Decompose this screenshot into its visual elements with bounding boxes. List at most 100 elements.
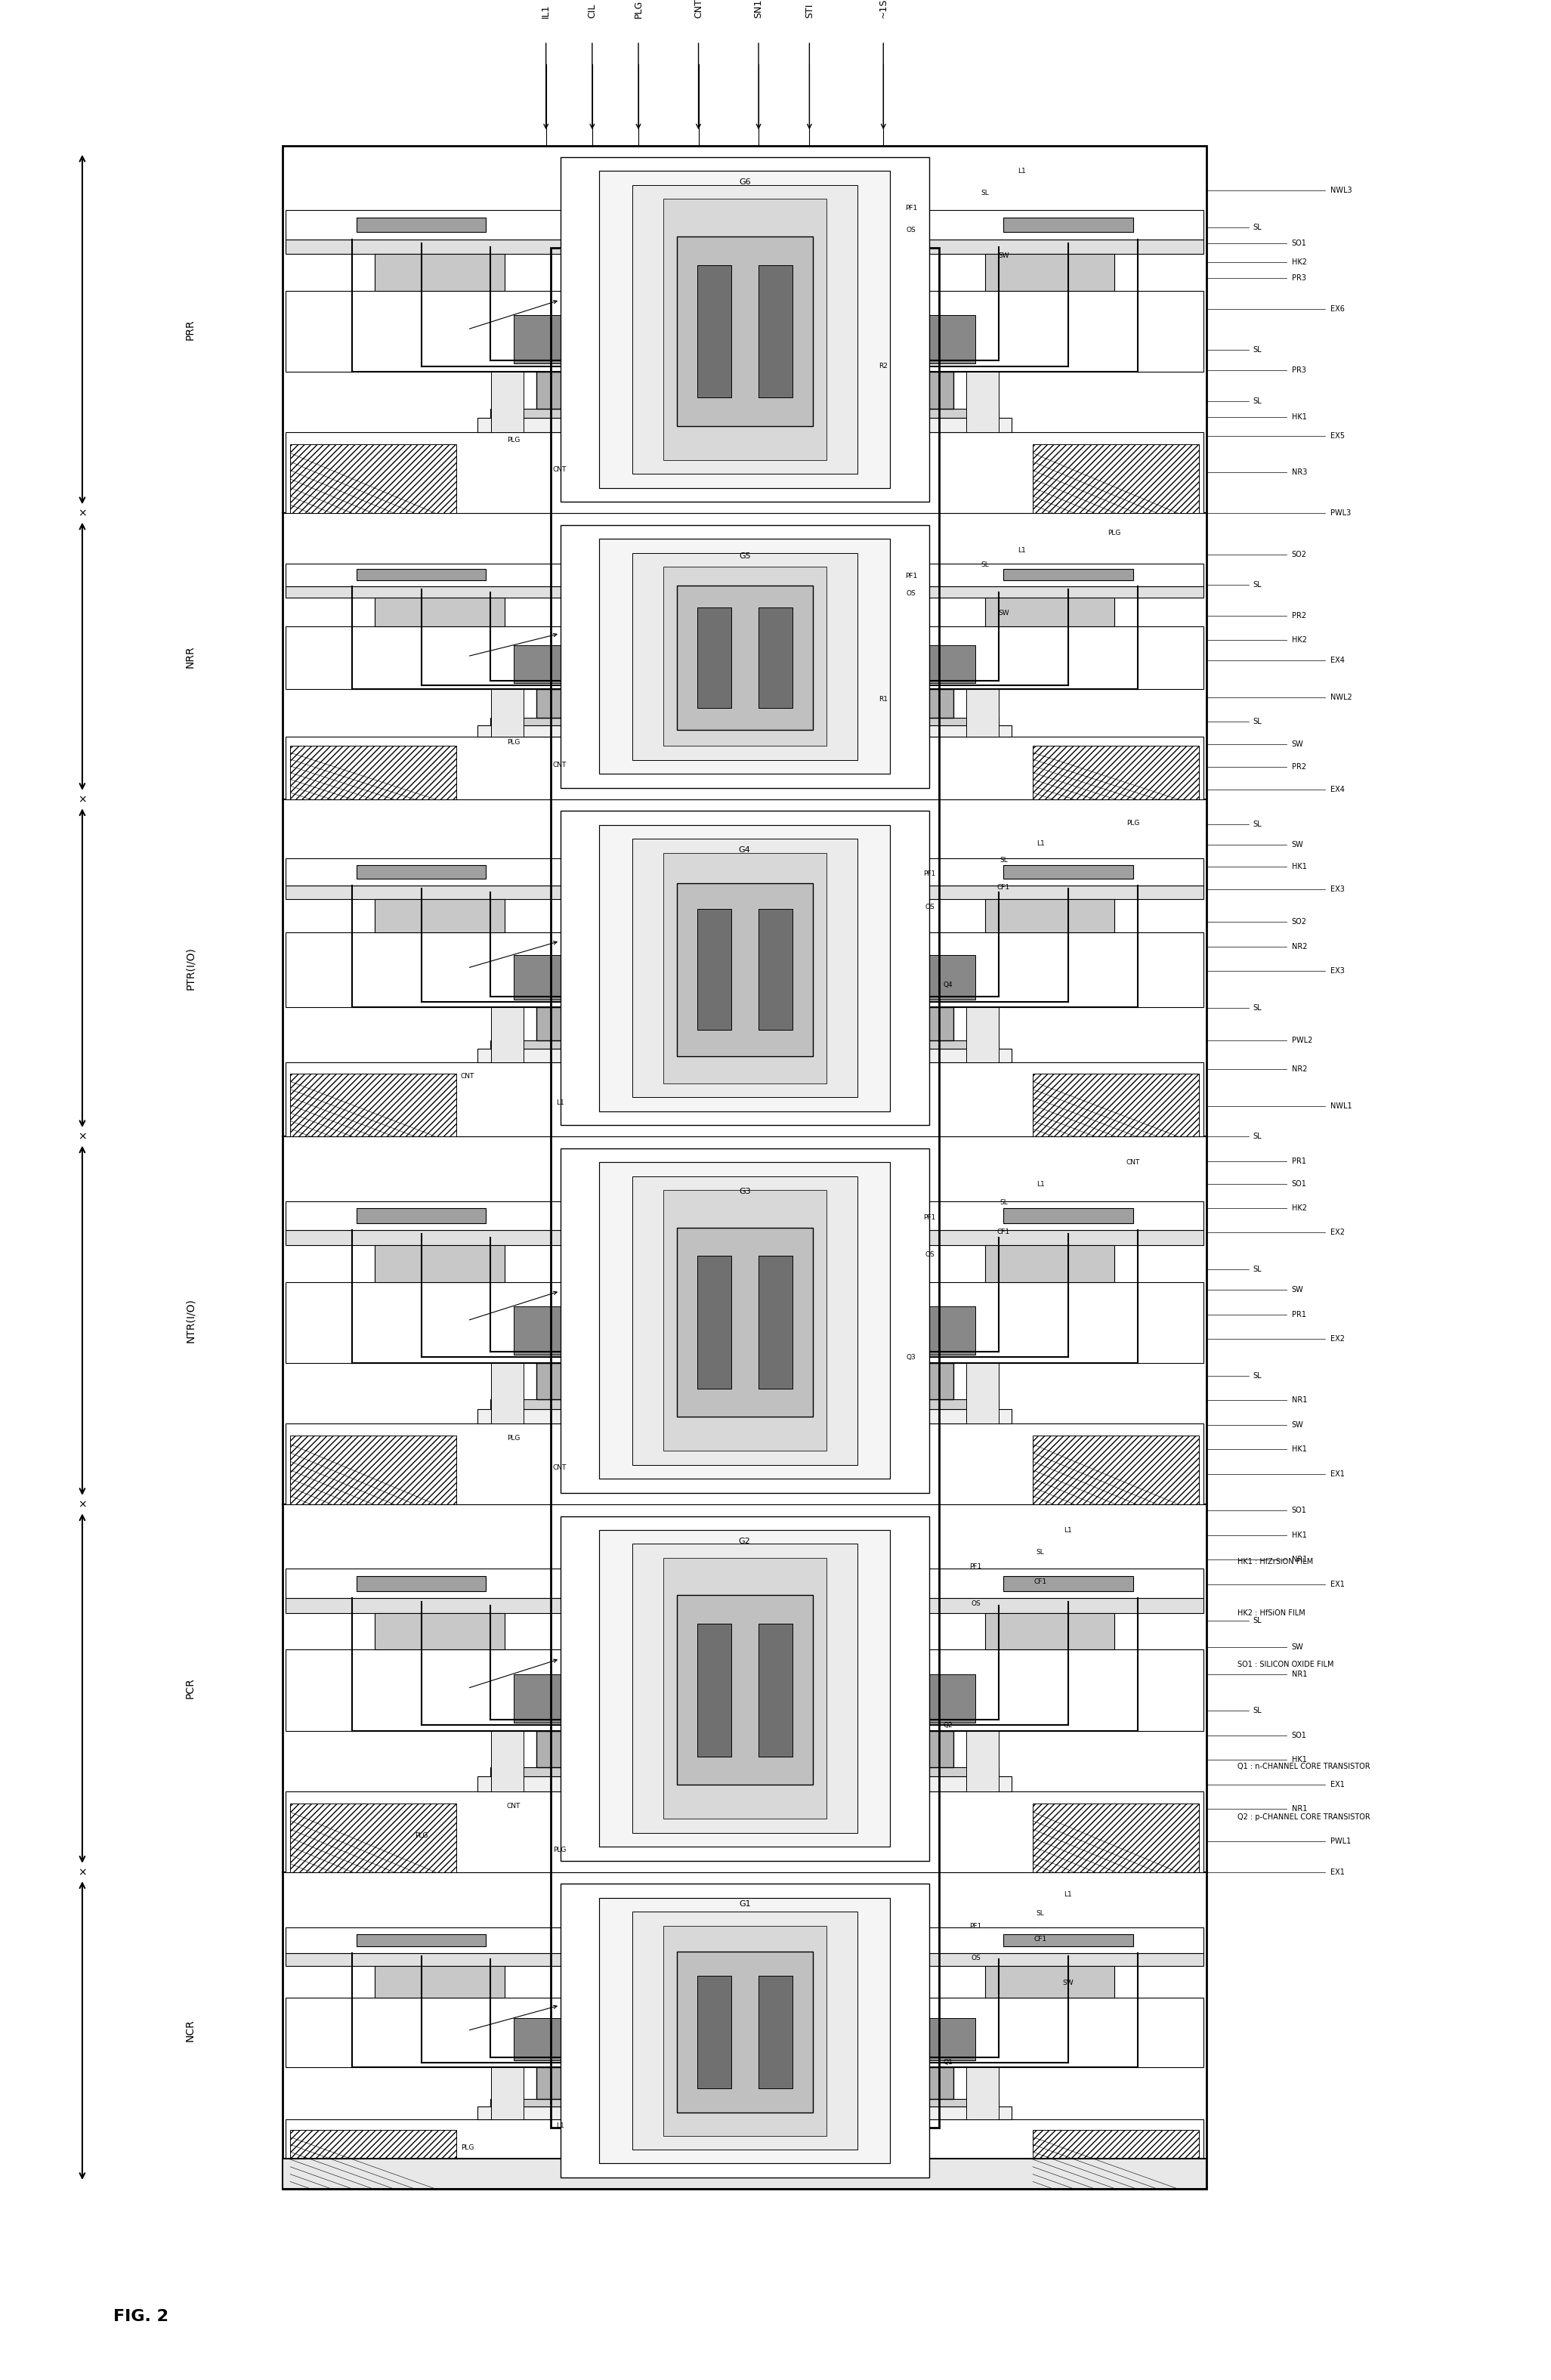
Text: PF1: PF1 [904, 574, 917, 581]
Bar [513, 1307, 589, 1354]
Bar [357, 569, 485, 581]
Text: SL: SL [980, 562, 990, 569]
Text: L1: L1 [1064, 1892, 1072, 1897]
Bar [1003, 569, 1132, 581]
Text: NCR: NCR [185, 2018, 195, 2042]
Bar [478, 1050, 1011, 1061]
Bar [375, 1245, 504, 1283]
Bar [357, 1209, 485, 1223]
Bar [900, 954, 976, 1000]
Bar [599, 1897, 890, 2163]
Bar [1033, 2130, 1199, 2190]
Bar [985, 597, 1115, 626]
Bar [758, 607, 793, 709]
Bar [282, 145, 1207, 2190]
Text: ×: × [78, 1866, 87, 1878]
Bar [707, 314, 782, 364]
Text: PR3: PR3 [1292, 274, 1306, 283]
Text: EX3: EX3 [1331, 966, 1345, 976]
Bar [285, 2118, 1204, 2190]
Text: EX2: EX2 [1331, 1228, 1345, 1238]
Bar [285, 859, 1204, 885]
Text: SW: SW [997, 609, 1010, 616]
Bar [490, 1399, 999, 1409]
Text: SL: SL [1253, 821, 1263, 828]
Text: NTR(I/O): NTR(I/O) [185, 1297, 195, 1342]
Bar [357, 1576, 485, 1590]
Text: R1: R1 [879, 695, 887, 702]
Bar [492, 1364, 523, 1423]
Bar [966, 1007, 999, 1061]
Text: NR2: NR2 [1292, 942, 1307, 950]
Text: L1: L1 [1017, 169, 1027, 174]
Text: OS: OS [906, 226, 917, 233]
Text: OS: OS [924, 904, 934, 912]
Bar [551, 248, 938, 2128]
Text: FIG. 2: FIG. 2 [113, 2309, 168, 2325]
Bar [560, 1516, 929, 1861]
Bar [707, 645, 782, 683]
Text: PLG: PLG [461, 2144, 475, 2152]
Text: SW: SW [1292, 1421, 1303, 1428]
Bar [758, 264, 793, 397]
Bar [290, 745, 456, 800]
Text: PLG: PLG [1107, 531, 1121, 538]
Text: SL: SL [1036, 1549, 1044, 1557]
Text: EX5: EX5 [1331, 431, 1345, 440]
Text: PLG: PLG [633, 0, 644, 17]
Bar [285, 885, 1204, 900]
Bar [285, 1928, 1204, 1954]
Bar [633, 1545, 858, 1833]
Bar [478, 419, 1011, 433]
Text: PF1: PF1 [969, 1564, 982, 1571]
Text: PCR: PCR [185, 1678, 195, 1699]
Bar [664, 852, 827, 1083]
Bar [290, 445, 456, 514]
Bar [285, 290, 1204, 371]
Text: EX3: EX3 [1331, 885, 1345, 892]
Bar [1033, 1073, 1199, 1138]
Text: G1: G1 [738, 1899, 751, 1909]
Bar [375, 255, 504, 290]
Text: NWL2: NWL2 [1331, 693, 1352, 702]
Text: NWL3: NWL3 [1331, 186, 1352, 195]
Bar [758, 1975, 793, 2090]
Text: PLG: PLG [1126, 819, 1140, 826]
Bar [900, 314, 976, 364]
Bar [290, 2130, 456, 2190]
Text: SL: SL [1253, 224, 1263, 231]
Bar [537, 371, 954, 409]
Bar [478, 2106, 1011, 2118]
Bar [285, 933, 1204, 1007]
Text: PF1: PF1 [969, 1923, 982, 1930]
Bar [357, 866, 485, 878]
Bar [492, 2068, 523, 2118]
Bar [633, 186, 858, 474]
Bar [664, 200, 827, 459]
Bar [900, 1307, 976, 1354]
Bar [758, 909, 793, 1031]
Bar [375, 1966, 504, 1997]
Bar [290, 1073, 456, 1138]
Bar [1033, 445, 1199, 514]
Bar [707, 1673, 782, 1723]
Text: NRR: NRR [185, 645, 195, 669]
Bar [633, 1911, 858, 2149]
Bar [1003, 1209, 1132, 1223]
Bar [285, 626, 1204, 690]
Text: EX4: EX4 [1331, 657, 1345, 664]
Text: PR3: PR3 [1292, 367, 1306, 374]
Text: G6: G6 [738, 178, 751, 186]
Text: HK1: HK1 [1292, 864, 1306, 871]
Text: PWL1: PWL1 [1331, 1837, 1351, 1844]
Text: SO2: SO2 [1292, 550, 1306, 557]
Text: SL: SL [1253, 345, 1263, 355]
Bar [985, 1245, 1115, 1283]
Bar [285, 240, 1204, 255]
Bar [966, 690, 999, 735]
Bar [357, 1935, 485, 1947]
Text: PLG: PLG [507, 738, 520, 745]
Bar [758, 1623, 793, 1756]
Text: L1: L1 [1036, 1180, 1044, 1188]
Text: CNT: CNT [693, 0, 704, 17]
